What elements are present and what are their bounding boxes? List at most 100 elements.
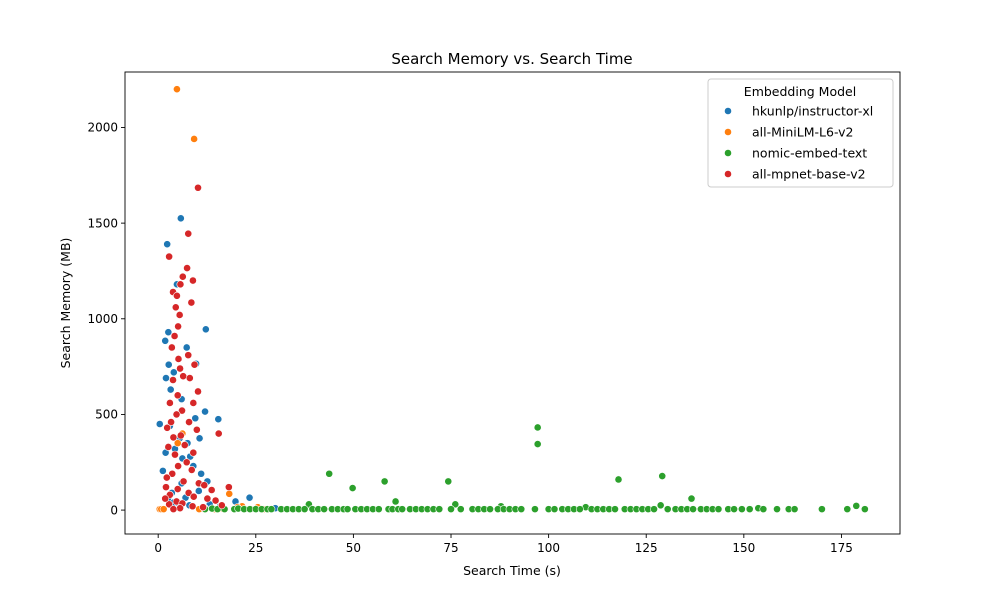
- data-point: [162, 374, 170, 382]
- legend-marker: [724, 149, 732, 157]
- data-point: [168, 469, 177, 478]
- data-point: [194, 183, 202, 192]
- data-point: [656, 501, 665, 510]
- x-axis: 0 25 50 75 100 125 150 175: [154, 534, 853, 555]
- data-point: [818, 505, 826, 514]
- data-point: [663, 505, 672, 514]
- x-tick-label: 25: [248, 541, 263, 555]
- y-tick-label: 1000: [87, 312, 118, 326]
- legend-label: all-MiniLM-L6-v2: [752, 124, 853, 139]
- y-tick-label: 2000: [87, 121, 118, 135]
- data-point: [486, 505, 494, 514]
- data-point: [184, 229, 193, 238]
- data-point: [176, 214, 185, 223]
- data-point: [197, 469, 206, 478]
- legend-label: all-mpnet-base-v2: [752, 166, 866, 181]
- series-3: [161, 183, 233, 514]
- data-point: [192, 425, 201, 434]
- data-point: [658, 472, 667, 480]
- data-point: [217, 501, 226, 510]
- data-point: [194, 387, 202, 396]
- data-point: [185, 418, 193, 426]
- data-point: [180, 441, 189, 449]
- x-axis-label: Search Time (s): [463, 563, 561, 578]
- chart-title: Search Memory vs. Search Time: [391, 50, 632, 68]
- legend-box: [707, 78, 894, 188]
- y-tick-label: 0: [110, 503, 118, 517]
- data-point: [171, 303, 180, 312]
- data-point: [166, 385, 175, 394]
- data-point: [163, 423, 172, 432]
- data-point: [267, 505, 276, 514]
- data-point: [173, 439, 182, 448]
- data-point: [398, 505, 407, 514]
- data-point: [178, 272, 187, 281]
- data-point: [176, 280, 185, 289]
- data-point: [158, 466, 167, 475]
- data-point: [860, 505, 869, 514]
- data-point: [182, 458, 191, 467]
- data-point: [164, 328, 173, 337]
- data-point: [183, 264, 191, 272]
- data-point: [380, 477, 389, 486]
- data-point: [191, 414, 200, 423]
- data-point: [185, 374, 194, 382]
- data-point: [456, 505, 465, 514]
- legend-label: nomic-embed-text: [752, 145, 867, 160]
- data-point: [190, 135, 199, 143]
- data-point: [852, 501, 861, 510]
- legend-entry: all-mpnet-base-v2: [724, 166, 866, 181]
- legend: Embedding Model hkunlp/instructor-xl all-…: [707, 78, 894, 188]
- data-point: [174, 462, 182, 470]
- data-point: [575, 505, 584, 514]
- data-point: [225, 489, 234, 498]
- data-point: [190, 360, 199, 369]
- data-point: [531, 505, 539, 514]
- data-point: [169, 368, 178, 377]
- data-point: [447, 505, 455, 514]
- data-point: [189, 448, 198, 457]
- data-point: [730, 505, 738, 514]
- data-point: [179, 477, 188, 486]
- data-point: [184, 351, 193, 360]
- data-point: [201, 407, 209, 416]
- data-point: [178, 406, 186, 415]
- data-point: [211, 496, 220, 505]
- data-point: [169, 433, 178, 442]
- data-point: [174, 355, 183, 363]
- data-point: [173, 391, 182, 400]
- x-tick-label: 50: [346, 541, 361, 555]
- data-point: [199, 503, 207, 512]
- data-point: [343, 505, 352, 514]
- data-point: [611, 505, 619, 514]
- data-point: [214, 429, 223, 438]
- data-point: [773, 505, 781, 514]
- x-tick-label: 75: [443, 541, 458, 555]
- y-tick-label: 1500: [87, 216, 118, 230]
- data-point: [687, 494, 696, 503]
- data-point: [164, 443, 173, 451]
- data-point: [533, 440, 542, 448]
- data-point: [745, 505, 754, 514]
- data-point: [182, 343, 191, 352]
- data-point: [214, 415, 223, 424]
- data-point: [200, 481, 209, 490]
- plot-frame: [124, 71, 901, 535]
- data-point: [173, 291, 181, 300]
- data-point: [435, 505, 444, 514]
- data-point: [165, 399, 174, 407]
- data-point: [188, 502, 197, 511]
- data-point: [614, 475, 623, 484]
- data-point: [169, 376, 177, 384]
- data-point: [176, 364, 184, 373]
- data-point: [194, 487, 203, 495]
- data-point: [714, 505, 723, 514]
- data-point: [650, 505, 658, 514]
- data-point: [201, 325, 210, 334]
- legend-label: hkunlp/instructor-xl: [752, 103, 873, 118]
- legend-entry: all-MiniLM-L6-v2: [724, 124, 853, 139]
- x-tick-label: 125: [635, 541, 658, 555]
- data-point: [444, 477, 453, 486]
- data-point: [737, 505, 746, 514]
- y-axis: 0 500 1000 1500 2000: [87, 121, 125, 517]
